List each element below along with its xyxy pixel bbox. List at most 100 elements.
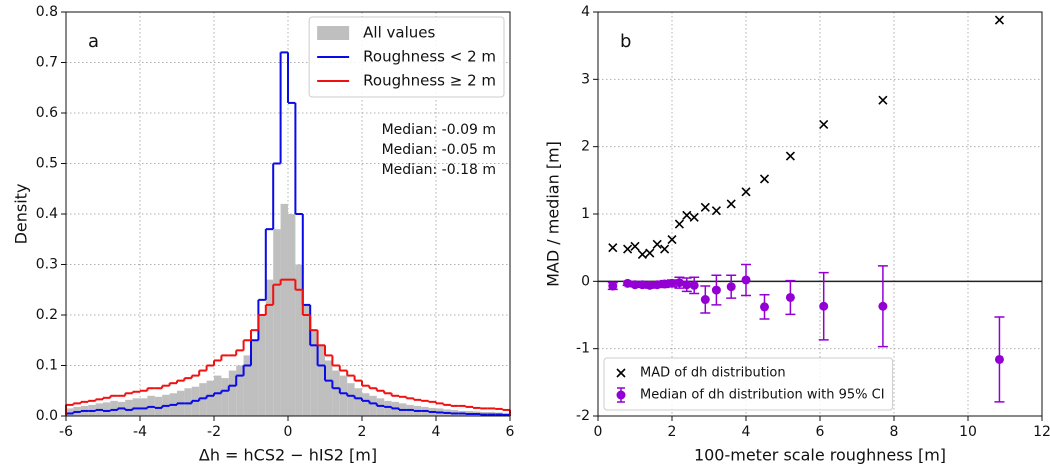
point <box>637 280 647 290</box>
x-marker <box>726 199 736 209</box>
annotation: Median: -0.09 m <box>382 122 496 138</box>
hist-bar <box>295 264 303 416</box>
y-tick-label: 0.8 <box>36 4 58 20</box>
point <box>700 295 710 305</box>
x-tick-label: 0 <box>284 424 293 440</box>
hist-bar <box>110 400 118 416</box>
x-marker <box>785 151 795 161</box>
hist-bar <box>214 375 222 416</box>
legend-box <box>308 16 505 98</box>
hist-bar <box>384 400 392 416</box>
hist-bar <box>288 214 296 416</box>
point <box>630 280 640 290</box>
hist-bar <box>310 330 318 416</box>
point <box>674 278 684 288</box>
x-tick-label: 4 <box>432 424 441 440</box>
y-axis-label: MAD / median [m] <box>544 141 563 287</box>
x-marker <box>630 241 640 251</box>
legend-label: Median of dh distribution with 95% CI <box>640 388 885 403</box>
axes-frame <box>597 11 1043 417</box>
point <box>878 301 888 311</box>
x-marker <box>819 119 829 130</box>
hist-bar <box>347 383 355 416</box>
x-tick-label: 8 <box>890 424 899 440</box>
hist-bar <box>332 370 340 416</box>
hist-bar <box>236 365 244 416</box>
x-marker <box>674 219 684 229</box>
legend-swatch <box>616 390 626 400</box>
point <box>682 280 692 290</box>
legend-box <box>603 357 894 411</box>
x-tick-label: 12 <box>1033 424 1050 440</box>
x-tick-label: -2 <box>207 424 221 440</box>
x-tick-label: 10 <box>959 424 977 440</box>
y-tick-label: 0.3 <box>36 257 58 273</box>
hist-bar <box>206 380 214 416</box>
y-tick-label: 0.2 <box>36 307 58 323</box>
hist-bar <box>251 340 259 416</box>
legend-swatch <box>616 368 626 378</box>
point <box>689 280 699 290</box>
legend-label: Roughness < 2 m <box>363 48 496 66</box>
y-tick-label: 0.6 <box>36 105 58 121</box>
y-tick-label: 4 <box>581 4 590 20</box>
annotation: Median: -0.05 m <box>382 142 496 158</box>
hist-bar <box>362 393 370 416</box>
hist-bar <box>325 360 333 416</box>
x-tick-label: 4 <box>742 424 751 440</box>
y-tick-label: -2 <box>576 408 590 424</box>
y-tick-label: -1 <box>576 341 590 357</box>
hist-bar <box>221 378 229 416</box>
point <box>994 354 1004 364</box>
y-tick-label: 0.5 <box>36 156 58 172</box>
point <box>660 279 670 289</box>
x-marker <box>660 244 670 254</box>
point <box>623 278 633 288</box>
hist-bar <box>184 388 192 416</box>
x-marker <box>759 174 770 184</box>
x-tick-label: 2 <box>358 424 367 440</box>
point <box>652 280 662 290</box>
legend-label: All values <box>363 24 435 42</box>
point <box>819 301 829 311</box>
x-marker <box>637 249 647 259</box>
x-tick-label: -6 <box>59 424 73 440</box>
x-marker <box>682 210 692 220</box>
x-axis-label: 100-meter scale roughness [m] <box>694 446 946 465</box>
hist-bar <box>265 279 274 416</box>
hist-bar <box>280 203 288 416</box>
hist-bar <box>354 388 362 416</box>
x-tick-label: -4 <box>133 424 147 440</box>
x-marker <box>689 212 699 222</box>
hist-bar <box>147 395 155 416</box>
y-tick-label: 0.4 <box>36 206 58 222</box>
y-tick-label: 3 <box>581 71 590 87</box>
panel-label: b <box>620 31 631 52</box>
hist-bar <box>66 408 74 416</box>
x-marker <box>645 248 655 258</box>
y-axis-label: Density <box>12 184 31 245</box>
y-tick-label: 0 <box>581 273 590 289</box>
point <box>645 280 655 290</box>
hist-bar <box>273 229 281 416</box>
panel: -6 -4 -2 0 2 4 6 0.0 0.1 0.2 0.3 0.4 0.5 0.6 0.7 0.8 Δh … <box>12 4 515 465</box>
hist-bar <box>103 402 111 416</box>
point <box>711 285 721 295</box>
hist-bar <box>243 355 251 416</box>
x-marker <box>878 95 888 105</box>
x-marker <box>741 187 751 197</box>
hist-bar <box>199 383 207 416</box>
x-tick-label: 6 <box>506 424 515 440</box>
annotation: Median: -0.18 m <box>382 162 496 178</box>
legend-label: MAD of dh distribution <box>640 366 786 381</box>
point <box>667 278 677 288</box>
hist-bar <box>302 304 311 416</box>
x-marker <box>711 206 721 216</box>
y-tick-label: 1 <box>581 206 590 222</box>
legend-label: Roughness ≥ 2 m <box>363 72 496 90</box>
x-marker <box>700 202 710 212</box>
hist-bar <box>125 399 133 416</box>
x-marker <box>608 243 618 253</box>
y-tick-label: 0.7 <box>36 55 58 71</box>
